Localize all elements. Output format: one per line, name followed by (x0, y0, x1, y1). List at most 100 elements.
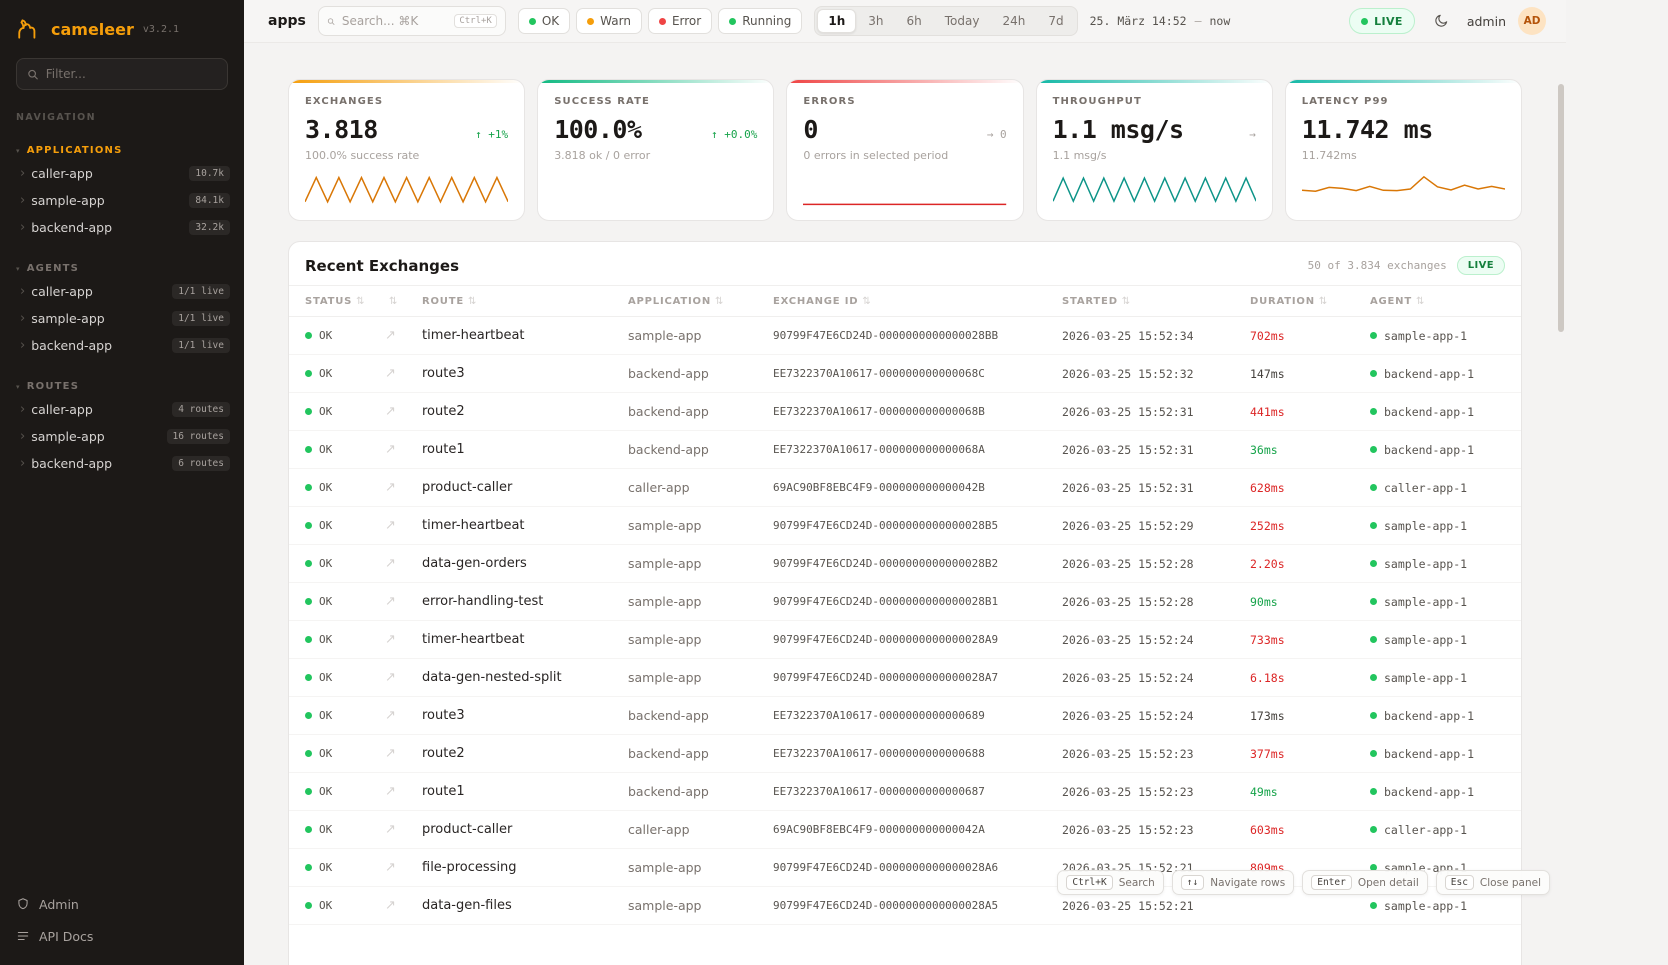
agent-live-dot (1370, 864, 1377, 872)
table-row[interactable]: OK ↗ data-gen-files sample-app 90799F47E… (289, 887, 1521, 926)
docs-icon (17, 931, 29, 941)
open-exchange-icon[interactable]: ↗ (385, 556, 396, 572)
scrollbar-thumb[interactable] (1558, 84, 1564, 332)
section-header-agents[interactable]: ▾ AGENTS (0, 259, 244, 278)
open-exchange-icon[interactable]: ↗ (385, 822, 396, 838)
search-input[interactable] (341, 14, 448, 29)
open-exchange-icon[interactable]: ↗ (385, 480, 396, 496)
open-exchange-icon[interactable]: ↗ (385, 518, 396, 534)
kpi-card[interactable]: SUCCESS RATE 100.0% ↑ +0.0% 3.818 ok / 0… (537, 79, 775, 222)
status-filter-chip[interactable]: Running (718, 8, 803, 35)
table-row[interactable]: OK ↗ error-handling-test sample-app 9079… (289, 583, 1521, 622)
column-header[interactable]: ⇅ (385, 296, 422, 307)
status-label: OK (319, 329, 333, 343)
section-header-applications[interactable]: ▾ APPLICATIONS (0, 141, 244, 160)
open-exchange-icon[interactable]: ↗ (385, 442, 396, 458)
sidebar-item-route[interactable]: › backend-app 6 routes (0, 450, 244, 477)
panel-header: Recent Exchanges 50 of 3.834 exchanges L… (289, 242, 1521, 285)
sidebar-item-api-docs[interactable]: API Docs (16, 921, 228, 951)
keyboard-hint: Enter Open detail (1302, 870, 1428, 895)
table-row[interactable]: OK ↗ route2 backend-app EE7322370A10617-… (289, 393, 1521, 432)
open-exchange-icon[interactable]: ↗ (385, 670, 396, 686)
table-row[interactable]: OK ↗ timer-heartbeat sample-app 90799F47… (289, 621, 1521, 660)
table-row[interactable]: OK ↗ timer-heartbeat sample-app 90799F47… (289, 507, 1521, 546)
live-toggle[interactable]: LIVE (1349, 8, 1415, 35)
column-header[interactable]: EXCHANGE ID ⇅ (773, 296, 1062, 307)
open-exchange-icon[interactable]: ↗ (385, 860, 396, 876)
avatar[interactable]: AD (1518, 7, 1546, 36)
time-range-button[interactable]: 3h (857, 9, 894, 33)
kpi-card[interactable]: ERRORS 0 → 0 0 errors in selected period (786, 79, 1024, 222)
table-row[interactable]: OK ↗ route3 backend-app EE7322370A10617-… (289, 355, 1521, 394)
status-filter-chip[interactable]: Warn (576, 8, 642, 35)
sidebar-item-agent[interactable]: › caller-app 1/1 live (0, 278, 244, 305)
column-header[interactable]: STARTED ⇅ (1062, 296, 1250, 307)
status-ok-dot (305, 446, 312, 454)
sidebar-item-admin[interactable]: Admin (16, 889, 228, 919)
table-row[interactable]: OK ↗ route2 backend-app EE7322370A10617-… (289, 735, 1521, 774)
chevron-right-icon: › (20, 284, 26, 299)
status-cell: OK (305, 405, 385, 418)
column-header[interactable]: APPLICATION ⇅ (628, 296, 773, 307)
status-cell: OK (305, 861, 385, 874)
chip-label: Error (671, 14, 702, 29)
time-range-button[interactable]: Today (934, 9, 991, 33)
table-row[interactable]: OK ↗ timer-heartbeat sample-app 90799F47… (289, 317, 1521, 356)
duration-cell: 441ms (1250, 404, 1285, 419)
sidebar-item-route[interactable]: › caller-app 4 routes (0, 396, 244, 423)
open-exchange-icon[interactable]: ↗ (385, 366, 396, 382)
column-label: EXCHANGE ID (773, 295, 859, 307)
sidebar-item-route[interactable]: › sample-app 16 routes (0, 423, 244, 450)
sidebar-item-application[interactable]: › caller-app 10.7k (0, 160, 244, 187)
status-filter-chip[interactable]: Error (647, 8, 713, 35)
started-cell: 2026-03-25 15:52:29 (1062, 518, 1194, 533)
global-search[interactable]: Ctrl+K (317, 6, 506, 37)
sidebar-item-application[interactable]: › backend-app 32.2k (0, 214, 244, 241)
table-row[interactable]: OK ↗ route1 backend-app EE7322370A10617-… (289, 431, 1521, 470)
open-exchange-icon[interactable]: ↗ (385, 746, 396, 762)
started-cell: 2026-03-25 15:52:24 (1062, 670, 1194, 685)
panel-live-badge[interactable]: LIVE (1456, 256, 1505, 276)
table-row[interactable]: OK ↗ route1 backend-app EE7322370A10617-… (289, 773, 1521, 812)
open-exchange-icon[interactable]: ↗ (385, 328, 396, 344)
sidebar-filter-input[interactable] (45, 67, 217, 81)
duration-cell: 252ms (1250, 518, 1285, 533)
open-exchange-icon[interactable]: ↗ (385, 632, 396, 648)
time-range-button[interactable]: 7d (1037, 9, 1074, 33)
agent-live-dot (1370, 674, 1377, 682)
table-row[interactable]: OK ↗ data-gen-orders sample-app 90799F47… (289, 545, 1521, 584)
open-exchange-icon[interactable]: ↗ (385, 708, 396, 724)
time-range-button[interactable]: 6h (896, 9, 933, 33)
sidebar-item-application[interactable]: › sample-app 84.1k (0, 187, 244, 214)
dark-mode-toggle[interactable] (1427, 7, 1455, 35)
status-cell: OK (305, 747, 385, 760)
open-exchange-icon[interactable]: ↗ (385, 594, 396, 610)
sidebar-filter[interactable] (16, 58, 228, 90)
route-cell: file-processing (422, 860, 517, 876)
column-header[interactable]: STATUS ⇅ (305, 296, 385, 307)
status-ok-dot (305, 826, 312, 834)
kpi-card[interactable]: EXCHANGES 3.818 ↑ +1% 100.0% success rat… (288, 79, 526, 222)
column-header[interactable]: ROUTE ⇅ (422, 296, 628, 307)
date-range-display[interactable]: 25. März 14:52 — now (1090, 14, 1231, 28)
time-range-button[interactable]: 24h (991, 9, 1036, 33)
table-row[interactable]: OK ↗ route3 backend-app EE7322370A10617-… (289, 697, 1521, 736)
section-header-routes[interactable]: ▾ ROUTES (0, 377, 244, 396)
table-row[interactable]: OK ↗ data-gen-nested-split sample-app 90… (289, 659, 1521, 698)
sidebar-item-agent[interactable]: › sample-app 1/1 live (0, 305, 244, 332)
status-filter-chip[interactable]: OK (517, 8, 571, 35)
route-cell: product-caller (422, 480, 513, 496)
kpi-card[interactable]: LATENCY P99 11.742 ms 11.742ms (1284, 79, 1522, 222)
open-exchange-icon[interactable]: ↗ (385, 784, 396, 800)
open-exchange-icon[interactable]: ↗ (385, 404, 396, 420)
status-label: OK (319, 443, 333, 457)
column-header[interactable]: AGENT ⇅ (1370, 296, 1505, 307)
sidebar-item-agent[interactable]: › backend-app 1/1 live (0, 332, 244, 359)
open-exchange-icon[interactable]: ↗ (385, 898, 396, 914)
kpi-card[interactable]: THROUGHPUT 1.1 msg/s → 1.1 msg/s (1035, 79, 1273, 222)
time-range-button[interactable]: 1h (817, 9, 857, 34)
table-row[interactable]: OK ↗ product-caller caller-app 69AC90BF8… (289, 469, 1521, 508)
column-header[interactable]: DURATION ⇅ (1250, 296, 1370, 307)
table-row[interactable]: OK ↗ product-caller caller-app 69AC90BF8… (289, 811, 1521, 850)
live-badge: 1/1 live (172, 284, 230, 299)
